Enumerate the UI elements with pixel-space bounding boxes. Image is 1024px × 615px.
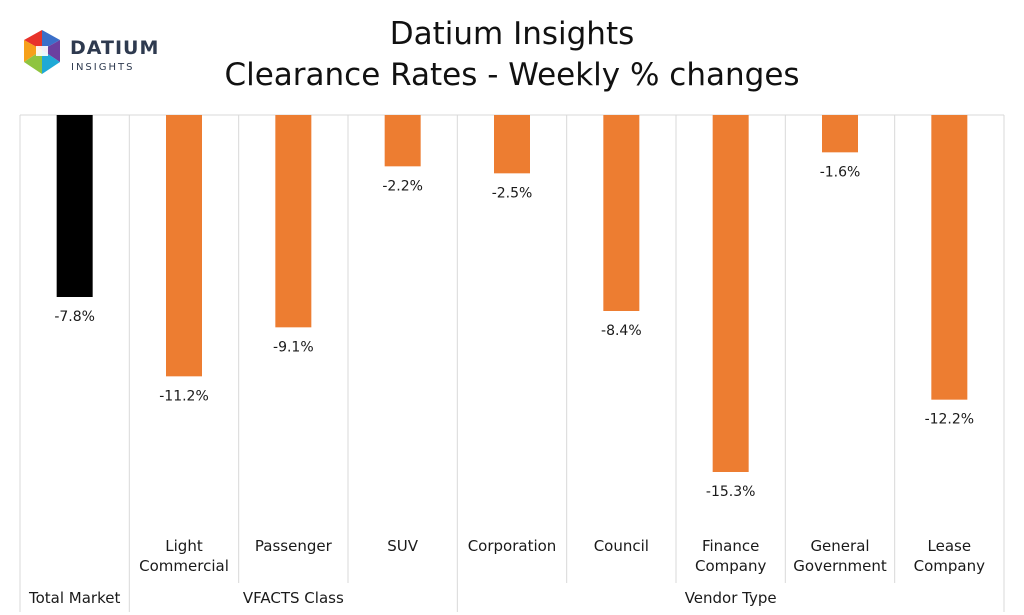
- category-label: Light: [165, 537, 203, 555]
- category-label: Company: [695, 557, 766, 575]
- bar-lease-company: [931, 115, 968, 400]
- category-label: Total Market: [28, 589, 120, 607]
- category-label: SUV: [387, 537, 419, 555]
- bar-corporation: [494, 115, 530, 174]
- category-label: Government: [793, 557, 887, 575]
- group-label: VFACTS Class: [243, 589, 344, 607]
- category-label: Lease: [928, 537, 972, 555]
- bar-finance-company: [712, 115, 749, 472]
- bar-suv: [384, 115, 421, 167]
- data-label: -7.8%: [54, 309, 95, 325]
- category-label: Finance: [702, 537, 759, 555]
- logo-tagline: INSIGHTS: [71, 62, 134, 73]
- data-label: -2.5%: [492, 185, 533, 201]
- chart-title-line1: Datium Insights: [389, 16, 635, 52]
- bar-general-government: [822, 115, 858, 153]
- data-label: -1.6%: [820, 164, 861, 180]
- category-label: Commercial: [139, 557, 229, 575]
- data-label: -8.4%: [601, 323, 642, 339]
- category-label: Company: [914, 557, 985, 575]
- data-label: -2.2%: [382, 178, 423, 194]
- bar-light-commercial: [166, 115, 202, 377]
- group-label: Vendor Type: [685, 589, 777, 607]
- category-label: Passenger: [255, 537, 333, 555]
- data-label: -11.2%: [159, 388, 209, 404]
- category-label: Council: [594, 537, 649, 555]
- logo-cube-icon: [24, 30, 60, 74]
- bar-passenger: [275, 115, 312, 328]
- logo-wordmark: DATIUM: [70, 37, 159, 59]
- datium-logo: DATIUM INSIGHTS: [24, 30, 159, 74]
- category-label: Corporation: [468, 537, 557, 555]
- data-label: -15.3%: [706, 484, 756, 500]
- data-label: -12.2%: [925, 412, 975, 428]
- bar-total-market: [56, 115, 93, 297]
- bar-council: [603, 115, 640, 311]
- chart-title-line2: Clearance Rates - Weekly % changes: [224, 57, 800, 93]
- data-label: -9.1%: [273, 339, 314, 355]
- category-label: General: [810, 537, 869, 555]
